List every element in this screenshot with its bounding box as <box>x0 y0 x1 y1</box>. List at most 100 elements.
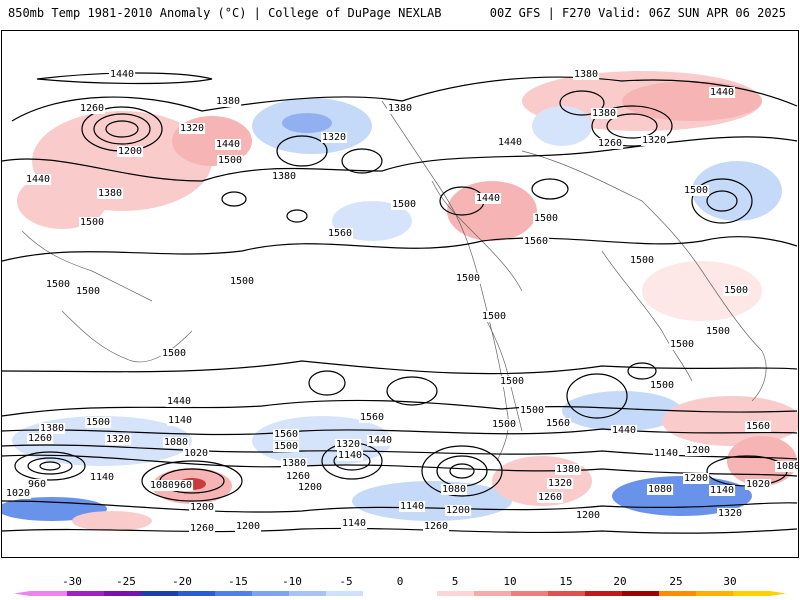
contour-label: 1500 <box>218 155 242 166</box>
contour-label-bg <box>491 419 518 430</box>
colorbar-swatch <box>511 591 549 596</box>
contour-label-bg <box>167 415 194 426</box>
contour-label-bg <box>611 425 638 436</box>
contour-label-bg <box>27 479 48 490</box>
colorbar-swatch <box>67 591 105 596</box>
contour-label-bg <box>89 472 116 483</box>
contour-label-bg <box>235 521 262 532</box>
contour-label: 1140 <box>654 448 678 459</box>
colorbar-swatch <box>326 591 364 596</box>
contour-label-bg <box>179 123 206 134</box>
contour-label-bg <box>745 421 772 432</box>
colorbar-swatch <box>178 591 216 596</box>
colorbar-swatch <box>474 591 512 596</box>
contour-label-bg <box>285 471 312 482</box>
colorbar-swatch <box>548 591 586 596</box>
contour-label: 1020 <box>746 479 770 490</box>
colorbar-swatch <box>622 591 660 596</box>
contour-label-bg <box>597 138 624 149</box>
contour-label: 1140 <box>90 472 114 483</box>
contour-label-bg <box>105 434 132 445</box>
contour-label-bg <box>683 473 710 484</box>
contour-label-bg <box>399 501 426 512</box>
contour-label-bg <box>25 174 52 185</box>
colorbar-swatch <box>400 591 438 596</box>
contour-label-bg <box>271 171 298 182</box>
contour-label-bg <box>423 521 450 532</box>
contour-label: 1500 <box>230 276 254 287</box>
contour-label: 1320 <box>718 508 742 519</box>
contour-label: 1440 <box>476 193 500 204</box>
contour-label-bg <box>327 228 354 239</box>
contour-label: 1380 <box>388 103 412 114</box>
contour-label-bg <box>97 188 124 199</box>
contour-label-bg <box>161 348 188 359</box>
contour-label-bg <box>669 339 696 350</box>
contour-label-bg <box>335 439 362 450</box>
contour-label: 1440 <box>167 396 191 407</box>
contour-label-bg <box>709 87 736 98</box>
contour-label: 1380 <box>592 108 616 119</box>
contour-label-bg <box>519 405 546 416</box>
contour-label-bg <box>45 279 72 290</box>
colorbar-swatch <box>696 591 734 596</box>
contour-label: 1500 <box>650 380 674 391</box>
contour-label: 1140 <box>710 485 734 496</box>
contour-label-bg <box>189 502 216 513</box>
colorbar-min-arrow <box>14 591 30 596</box>
contour-label-bg <box>183 448 210 459</box>
contour-label: 1200 <box>576 510 600 521</box>
contour-label: 1380 <box>40 423 64 434</box>
contour-label: 1440 <box>612 425 636 436</box>
contour-label-bg <box>591 108 618 119</box>
contour-label-bg <box>647 484 674 495</box>
contour-label: 960 <box>28 479 46 490</box>
colorbar-tick-label: -10 <box>282 575 302 588</box>
contour-label-bg <box>499 376 526 387</box>
contour-labels: 1440 1380 1380 1440 1260 1320 1200 1440 … <box>5 69 798 534</box>
contour-label-bg <box>79 217 106 228</box>
contour-label: 1560 <box>746 421 770 432</box>
map-title: 850mb Temp 1981-2010 Anomaly (°C) | Coll… <box>8 6 442 20</box>
contour-label-bg <box>497 137 524 148</box>
contour-label: 1380 <box>216 96 240 107</box>
contour-label-bg <box>173 480 194 491</box>
contour-label: 1440 <box>216 139 240 150</box>
colorbar-swatch <box>437 591 475 596</box>
contour-label-bg <box>545 418 572 429</box>
contour-label: 1320 <box>180 123 204 134</box>
contour-label: 1380 <box>282 458 306 469</box>
colorbar-swatch <box>659 591 697 596</box>
contour-label: 1500 <box>520 405 544 416</box>
contour-label: 1140 <box>400 501 424 512</box>
contour-label-bg <box>75 286 102 297</box>
contour-label: 1200 <box>236 521 260 532</box>
contour-label-bg <box>537 492 564 503</box>
contour-label: 1500 <box>46 279 70 290</box>
contour-label: 1260 <box>28 433 52 444</box>
colorbar-swatch <box>30 591 68 596</box>
contour-label: 1440 <box>110 69 134 80</box>
contour-label: 1200 <box>686 445 710 456</box>
contour-label: 1500 <box>706 326 730 337</box>
contour-label: 1200 <box>118 146 142 157</box>
contour-label: 1260 <box>190 523 214 534</box>
colorbar-swatch <box>252 591 290 596</box>
contour-label: 1140 <box>338 450 362 461</box>
contour-label-bg <box>475 193 502 204</box>
contour-label: 1500 <box>534 213 558 224</box>
colorbar-tick-label: 10 <box>503 575 517 588</box>
contour-label: 1200 <box>298 482 322 493</box>
contour-label: 1080 <box>776 461 798 472</box>
coastlines <box>21 100 767 462</box>
colorbar-swatch <box>733 591 771 596</box>
colorbar-tick-label: 5 <box>451 575 459 588</box>
contour-label-bg <box>39 423 66 434</box>
colorbar-gradient <box>14 591 786 596</box>
contour-label-bg <box>533 213 560 224</box>
colorbar-tick-label: -30 <box>62 575 82 588</box>
contour-label-bg <box>575 510 602 521</box>
color-legend: -30 -25 -20 -15 -10 -5 0 5 10 15 20 25 3… <box>0 566 800 600</box>
contour-label-bg <box>685 445 712 456</box>
contour-label: 1500 <box>630 255 654 266</box>
